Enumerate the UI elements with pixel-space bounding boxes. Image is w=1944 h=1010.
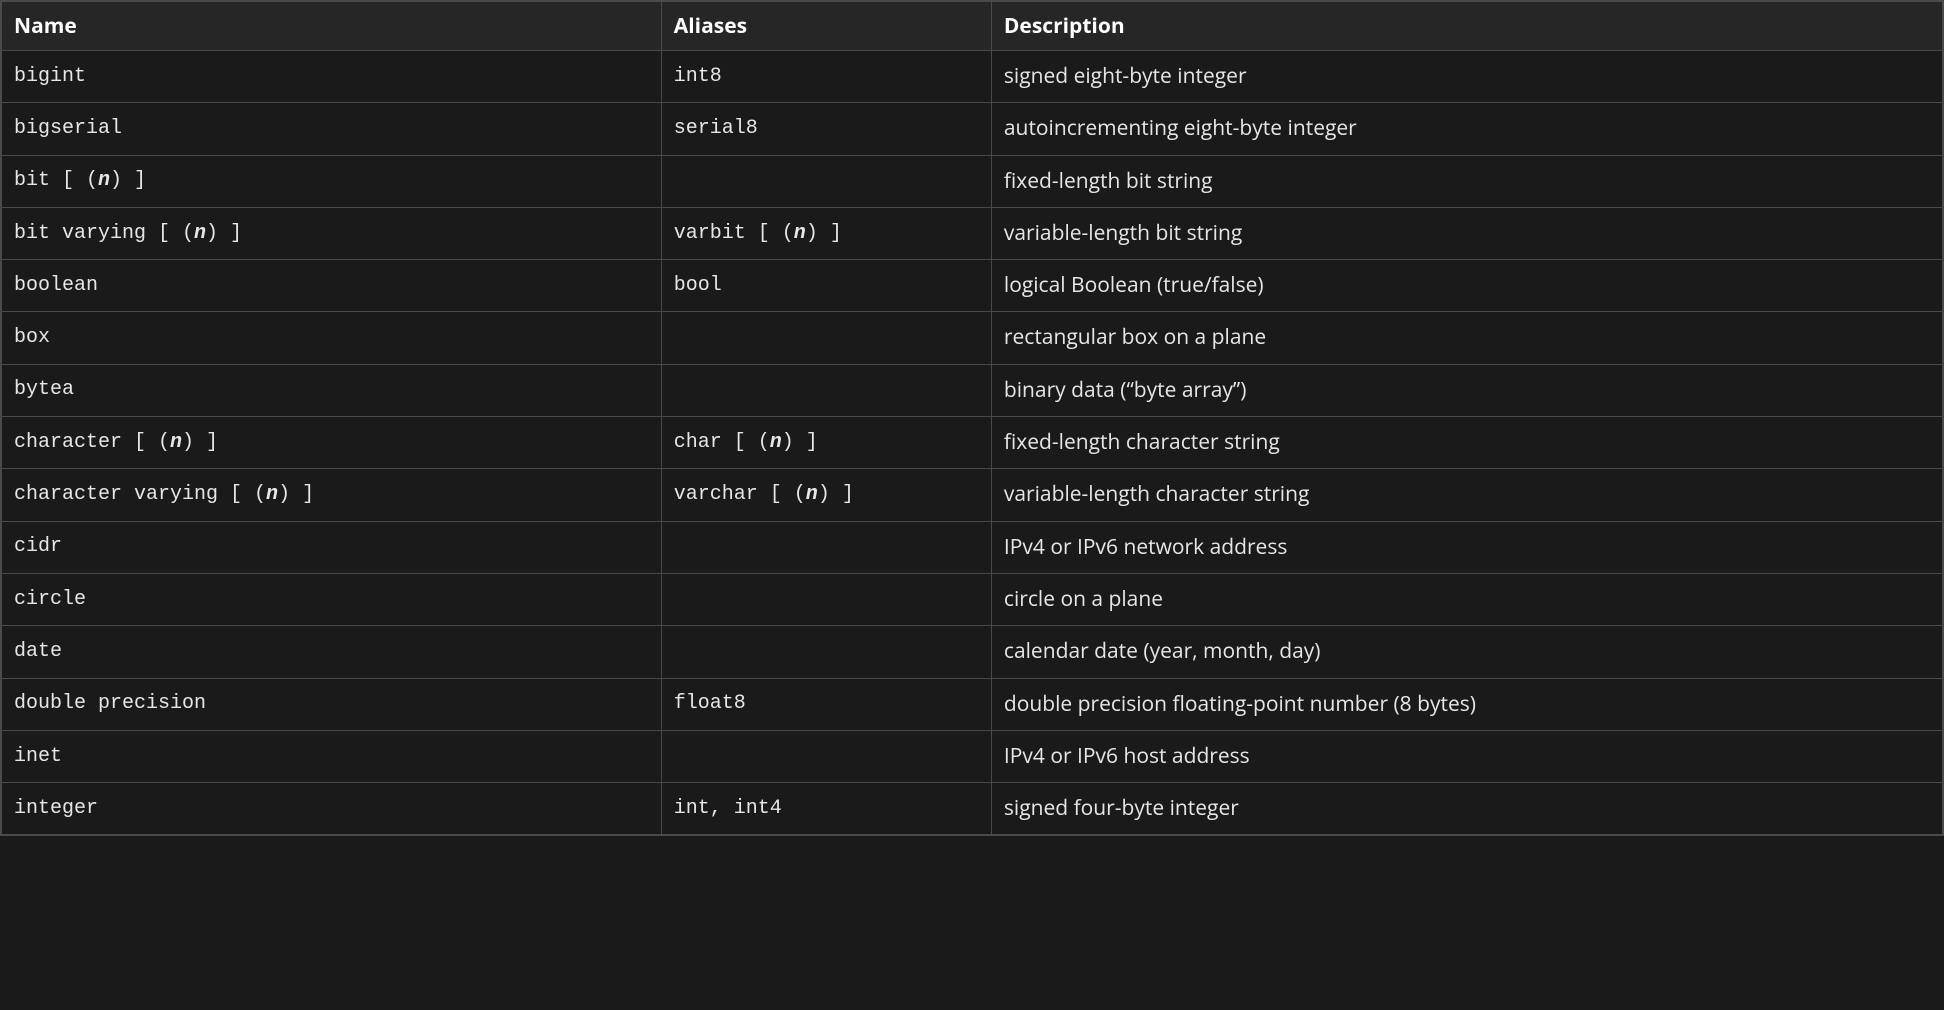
type-description: circle on a plane — [991, 573, 1943, 625]
type-name: integer — [1, 783, 661, 836]
type-name: inet — [1, 730, 661, 782]
data-types-table: Name Aliases Description bigintint8signe… — [0, 0, 1944, 836]
table-row: cidr IPv4 or IPv6 network address — [1, 521, 1943, 573]
type-name: cidr — [1, 521, 661, 573]
type-name: bigserial — [1, 103, 661, 155]
table-header: Name Aliases Description — [1, 1, 1943, 51]
type-name: boolean — [1, 260, 661, 312]
type-description: double precision floating-point number (… — [991, 678, 1943, 730]
table-row: bit [ (n) ] fixed-length bit string — [1, 155, 1943, 207]
table-row: bit varying [ (n) ]varbit [ (n) ]variabl… — [1, 207, 1943, 259]
table-row: character varying [ (n) ]varchar [ (n) ]… — [1, 469, 1943, 521]
type-description: IPv4 or IPv6 network address — [991, 521, 1943, 573]
col-header-description: Description — [991, 1, 1943, 51]
type-aliases: float8 — [661, 678, 991, 730]
type-aliases — [661, 573, 991, 625]
type-description: binary data (“byte array”) — [991, 364, 1943, 416]
table-row: double precisionfloat8double precision f… — [1, 678, 1943, 730]
table-row: bytea binary data (“byte array”) — [1, 364, 1943, 416]
type-name: circle — [1, 573, 661, 625]
type-aliases — [661, 626, 991, 678]
type-description: fixed-length character string — [991, 417, 1943, 469]
type-description: fixed-length bit string — [991, 155, 1943, 207]
type-description: variable-length bit string — [991, 207, 1943, 259]
type-aliases — [661, 521, 991, 573]
table-row: bigserialserial8autoincrementing eight-b… — [1, 103, 1943, 155]
col-header-aliases: Aliases — [661, 1, 991, 51]
type-description: IPv4 or IPv6 host address — [991, 730, 1943, 782]
table-row: integerint, int4signed four-byte integer — [1, 783, 1943, 836]
type-aliases: serial8 — [661, 103, 991, 155]
type-aliases — [661, 312, 991, 364]
type-aliases: int8 — [661, 51, 991, 103]
type-aliases — [661, 155, 991, 207]
type-description: variable-length character string — [991, 469, 1943, 521]
type-aliases: varchar [ (n) ] — [661, 469, 991, 521]
type-description: logical Boolean (true/false) — [991, 260, 1943, 312]
table-row: box rectangular box on a plane — [1, 312, 1943, 364]
table-row: circle circle on a plane — [1, 573, 1943, 625]
type-aliases — [661, 730, 991, 782]
col-header-name: Name — [1, 1, 661, 51]
table-row: date calendar date (year, month, day) — [1, 626, 1943, 678]
type-name: bigint — [1, 51, 661, 103]
type-name: character varying [ (n) ] — [1, 469, 661, 521]
type-name: box — [1, 312, 661, 364]
type-name: character [ (n) ] — [1, 417, 661, 469]
table-row: bigintint8signed eight-byte integer — [1, 51, 1943, 103]
type-name: bit [ (n) ] — [1, 155, 661, 207]
table-body: bigintint8signed eight-byte integerbigse… — [1, 51, 1943, 836]
type-name: bytea — [1, 364, 661, 416]
table-row: character [ (n) ]char [ (n) ]fixed-lengt… — [1, 417, 1943, 469]
type-name: bit varying [ (n) ] — [1, 207, 661, 259]
type-aliases — [661, 364, 991, 416]
type-description: signed four-byte integer — [991, 783, 1943, 836]
table-row: booleanboollogical Boolean (true/false) — [1, 260, 1943, 312]
type-aliases: char [ (n) ] — [661, 417, 991, 469]
type-description: calendar date (year, month, day) — [991, 626, 1943, 678]
type-aliases: bool — [661, 260, 991, 312]
type-description: rectangular box on a plane — [991, 312, 1943, 364]
type-aliases: varbit [ (n) ] — [661, 207, 991, 259]
type-name: double precision — [1, 678, 661, 730]
type-description: signed eight-byte integer — [991, 51, 1943, 103]
type-description: autoincrementing eight-byte integer — [991, 103, 1943, 155]
type-aliases: int, int4 — [661, 783, 991, 836]
table-row: inet IPv4 or IPv6 host address — [1, 730, 1943, 782]
type-name: date — [1, 626, 661, 678]
